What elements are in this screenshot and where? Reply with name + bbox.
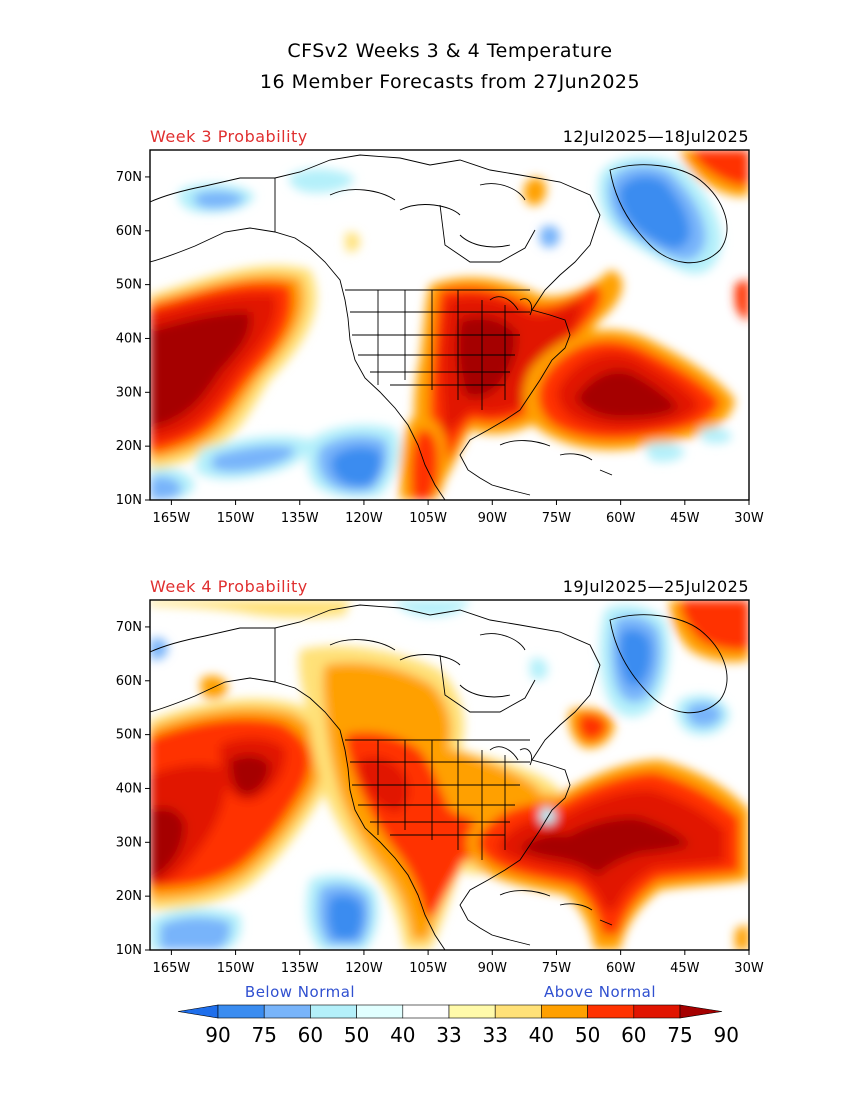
- legend-above-normal-label: Above Normal: [544, 983, 656, 1001]
- week4-lon-label: 120W: [345, 961, 383, 976]
- week3-probability-field: [150, 150, 749, 500]
- legend-value-label: 40: [529, 1023, 554, 1047]
- legend-swatch: [679, 1004, 723, 1019]
- week4-lon-label: 135W: [281, 961, 319, 976]
- legend-value-label: 60: [621, 1023, 646, 1047]
- week3-lon-label: 60W: [606, 511, 636, 526]
- week4-panel-dates: 19Jul2025—25Jul2025: [563, 577, 749, 596]
- week3-map-frame: [149, 149, 750, 501]
- week4-lon-label: 75W: [542, 961, 572, 976]
- week4-lat-label: 70N: [116, 620, 142, 635]
- week3-lat-label: 30N: [116, 385, 142, 400]
- week4-lon-label: 165W: [153, 961, 191, 976]
- week3-lon-label: 165W: [153, 511, 191, 526]
- legend-swatch: [494, 1004, 542, 1019]
- week4-lon-label: 105W: [409, 961, 447, 976]
- week4-lon-label: 60W: [606, 961, 636, 976]
- week3-axes: 10N 20N 30N 40N 50N 60N 70N 165W 150W 135W 120W 105…: [116, 170, 764, 526]
- week3-lon-label: 135W: [281, 511, 319, 526]
- week4-map-outlines: [150, 604, 728, 950]
- legend-swatch: [633, 1004, 681, 1019]
- week3-lat-label: 50N: [116, 278, 142, 293]
- week4-lat-label: 20N: [116, 889, 142, 904]
- week3-map-outlines: [150, 154, 728, 500]
- week3-lon-label: 150W: [217, 511, 255, 526]
- legend-value-label: 50: [575, 1023, 600, 1047]
- legend-value-label: 75: [667, 1023, 692, 1047]
- week4-lon-label: 150W: [217, 961, 255, 976]
- legend-swatch: [541, 1004, 588, 1019]
- legend-swatch: [356, 1004, 404, 1019]
- week3-lat-label: 60N: [116, 224, 142, 239]
- legend-swatch: [263, 1004, 311, 1019]
- week3-lon-label: 90W: [478, 511, 508, 526]
- week3-lat-label: 10N: [116, 493, 142, 508]
- legend-value-label: 50: [344, 1023, 369, 1047]
- week4-lat-label: 40N: [116, 781, 142, 796]
- legend-colorbar: 90 75 60 50 40 33 33 40 50 60 75 90: [177, 1004, 739, 1047]
- week3-panel: Week 3 Probability 12Jul2025—18Jul2025: [116, 127, 764, 526]
- week4-lon-label: 30W: [734, 961, 764, 976]
- legend-value-label: 33: [436, 1023, 461, 1047]
- week4-probability-field: [150, 600, 749, 950]
- legend-value-label: 60: [298, 1023, 323, 1047]
- week4-panel: Week 4 Probability 19Jul2025—25Jul2025: [116, 577, 764, 976]
- legend-swatch: [217, 1004, 265, 1019]
- week4-lon-label: 90W: [478, 961, 508, 976]
- figure-title-line1: CFSv2 Weeks 3 & 4 Temperature: [287, 40, 612, 62]
- week4-lat-label: 60N: [116, 674, 142, 689]
- week3-panel-dates: 12Jul2025—18Jul2025: [563, 127, 749, 146]
- legend-value-label: 40: [390, 1023, 415, 1047]
- week3-lon-label: 45W: [670, 511, 700, 526]
- week4-lon-label: 45W: [670, 961, 700, 976]
- week3-panel-label: Week 3 Probability: [150, 127, 308, 146]
- legend-swatch: [177, 1004, 219, 1019]
- legend-swatch: [402, 1004, 450, 1019]
- week3-lon-label: 75W: [542, 511, 572, 526]
- legend-value-label: 75: [251, 1023, 276, 1047]
- week3-lon-label: 120W: [345, 511, 383, 526]
- legend-swatch: [310, 1004, 357, 1019]
- week3-lat-label: 20N: [116, 439, 142, 454]
- week4-map-frame: [149, 599, 750, 951]
- legend-value-label: 33: [482, 1023, 507, 1047]
- figure-title-line2: 16 Member Forecasts from 27Jun2025: [260, 71, 640, 93]
- legend-value-label: 90: [713, 1023, 738, 1047]
- week4-lat-label: 30N: [116, 835, 142, 850]
- legend-swatch: [587, 1004, 635, 1019]
- week4-lat-label: 50N: [116, 728, 142, 743]
- legend-below-normal-label: Below Normal: [245, 983, 355, 1001]
- week4-lat-label: 10N: [116, 943, 142, 958]
- week4-axes: 10N 20N 30N 40N 50N 60N 70N 165W 150W 135W 120W 105…: [116, 620, 764, 976]
- week3-lat-label: 70N: [116, 170, 142, 185]
- week4-panel-label: Week 4 Probability: [150, 577, 308, 596]
- legend-swatch: [448, 1004, 496, 1019]
- week3-lon-label: 105W: [409, 511, 447, 526]
- legend-value-label: 90: [205, 1023, 230, 1047]
- week3-lon-label: 30W: [734, 511, 764, 526]
- week3-lat-label: 40N: [116, 331, 142, 346]
- color-legend: Below Normal Above Normal 90 75 60 50 40 33 33…: [177, 983, 739, 1047]
